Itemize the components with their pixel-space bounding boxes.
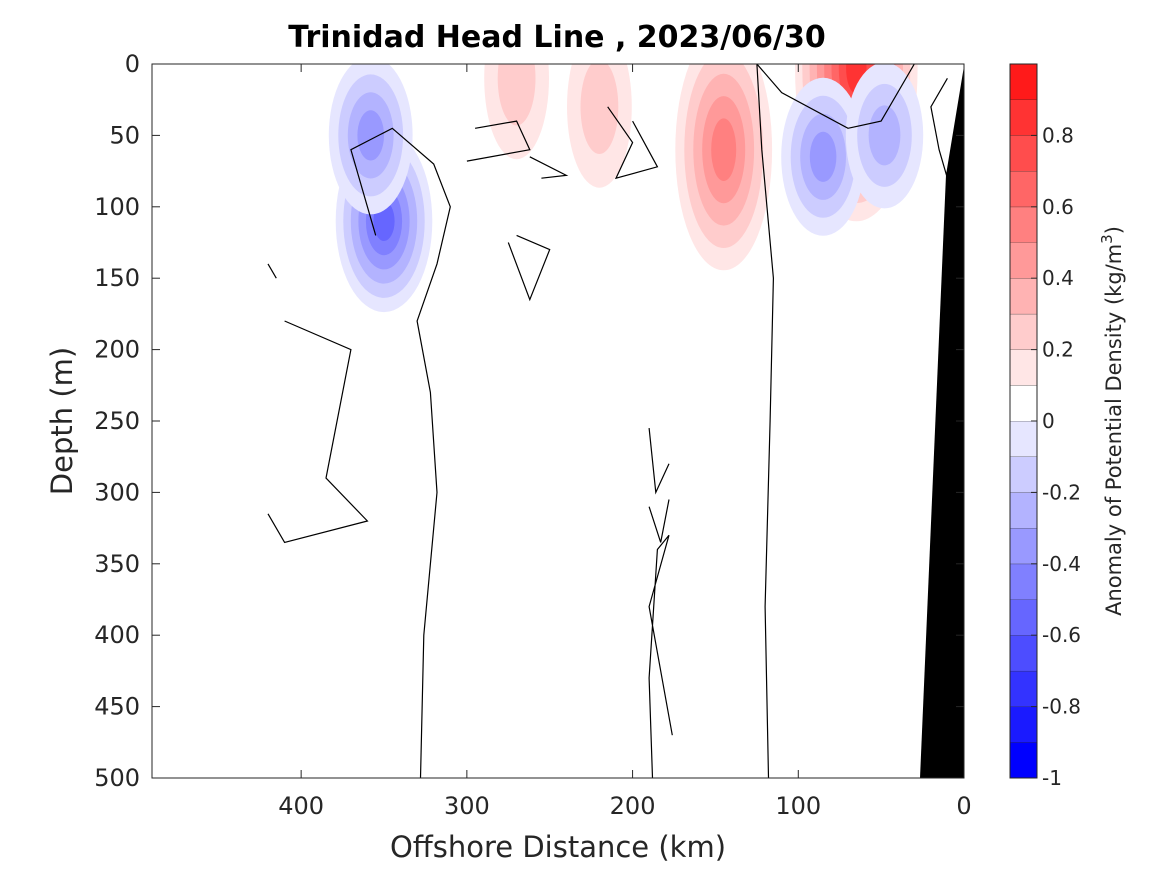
colorbar-band	[1010, 171, 1037, 207]
colorbar-band	[1010, 313, 1037, 350]
zero-contour-line-3	[648, 428, 670, 495]
y-tick-label: 100	[94, 193, 140, 221]
colorbar: -1 -0.8 -0.6 -0.4 -0.2 0 0.2 0.4 0.6 0.8 Anomaly …	[1009, 63, 1126, 790]
negative-anomaly-7	[845, 64, 924, 209]
y-tick-label: 400	[94, 621, 140, 649]
colorbar-ticks: -1 -0.8 -0.6 -0.4 -0.2 0 0.2 0.4 0.6 0.8	[1031, 123, 1081, 790]
y-tick-label: 500	[94, 764, 140, 792]
contour-band	[580, 64, 619, 154]
colorbar-band	[1010, 242, 1037, 279]
zero-contour-line-2	[648, 534, 673, 778]
zero-contour-lines	[267, 64, 957, 778]
y-axis-label: Depth (m)	[45, 347, 79, 495]
negative-anomaly-6	[781, 77, 865, 236]
colorbar-band	[1010, 635, 1037, 671]
colorbar-tick-label: -0.6	[1042, 623, 1081, 647]
colorbar-label-main: Anomaly of Potential Density (kg/m	[1102, 244, 1126, 616]
chart-title: Trinidad Head Line , 2023/06/30	[288, 20, 825, 55]
contour-band	[868, 105, 901, 166]
colorbar-band	[1010, 349, 1037, 386]
zero-contour-line-0	[756, 64, 775, 778]
plot-area: 400 300 200 100 0 0 50 100 150 200 250 300 350 400 45…	[94, 50, 972, 820]
zero-contour-line-10	[507, 234, 551, 302]
colorbar-label: Anomaly of Potential Density (kg/m3)	[1098, 226, 1126, 616]
colorbar-band	[1010, 99, 1037, 136]
y-tick-label: 350	[94, 550, 140, 578]
zero-contour-line-11	[756, 64, 915, 129]
colorbar-band	[1010, 64, 1037, 100]
colorbar-band	[1010, 706, 1037, 743]
colorbar-band	[1010, 528, 1037, 564]
colorbar-band	[1010, 563, 1037, 600]
bathymetry-shelf	[920, 66, 964, 778]
zero-contour-line-5	[267, 320, 369, 544]
y-axis-ticks: 0 50 100 150 200 250 300 350 400 450 500	[94, 50, 964, 792]
x-tick-label: 100	[775, 792, 821, 820]
colorbar-bands	[1010, 63, 1037, 778]
positive-anomaly-2	[470, 64, 563, 193]
colorbar-tick-label: -0.8	[1042, 695, 1081, 719]
zero-contour-line-1	[350, 127, 451, 778]
y-tick-label: 200	[94, 336, 140, 364]
colorbar-label-suffix: )	[1102, 226, 1126, 234]
colorbar-band	[1010, 670, 1037, 707]
colorbar-tick-label: 0.6	[1042, 195, 1074, 219]
contour-band	[497, 64, 536, 126]
colorbar-tick-label: 0.2	[1042, 338, 1074, 362]
colorbar-band	[1010, 421, 1037, 457]
zero-contour-line-4	[648, 499, 670, 543]
y-tick-label: 300	[94, 478, 140, 506]
colorbar-band	[1010, 278, 1037, 314]
colorbar-band	[1010, 492, 1037, 529]
colorbar-band	[1010, 742, 1037, 778]
colorbar-tick-label: 0	[1042, 409, 1055, 433]
colorbar-band	[1010, 135, 1037, 172]
x-tick-label: 0	[956, 792, 971, 820]
positive-anomaly-1	[666, 64, 781, 293]
colorbar-band	[1010, 599, 1037, 636]
x-axis-label: Offshore Distance (km)	[390, 830, 726, 864]
positive-anomaly-3	[553, 64, 646, 222]
colorbar-tick-label: 0.8	[1042, 123, 1074, 147]
colorbar-tick-label: 0.4	[1042, 266, 1074, 290]
zero-contour-line-8	[466, 120, 531, 162]
colorbar-band	[1010, 385, 1037, 421]
x-tick-label: 200	[610, 792, 656, 820]
colorbar-label-superscript: 3	[1098, 234, 1116, 244]
y-tick-label: 50	[109, 121, 140, 149]
x-axis-ticks: 400 300 200 100 0	[278, 64, 972, 820]
contour-band	[711, 118, 737, 181]
colorbar-tick-label: -0.2	[1042, 480, 1081, 504]
colorbar-band	[1010, 206, 1037, 243]
colorbar-tick-label: -0.4	[1042, 552, 1081, 576]
colorbar-band	[1010, 456, 1037, 493]
zero-contour-line-6	[267, 263, 277, 279]
x-tick-label: 400	[278, 792, 324, 820]
x-tick-label: 300	[444, 792, 490, 820]
zero-contour-line-9	[607, 106, 659, 180]
contour-band	[357, 110, 385, 161]
colorbar-tick-label: -1	[1042, 766, 1062, 790]
y-tick-label: 450	[94, 693, 140, 721]
y-tick-label: 0	[125, 50, 140, 78]
y-tick-label: 250	[94, 407, 140, 435]
y-tick-label: 150	[94, 264, 140, 292]
contour-band	[809, 131, 837, 182]
contour-layer	[328, 64, 925, 313]
zero-contour-line-7	[529, 156, 569, 179]
